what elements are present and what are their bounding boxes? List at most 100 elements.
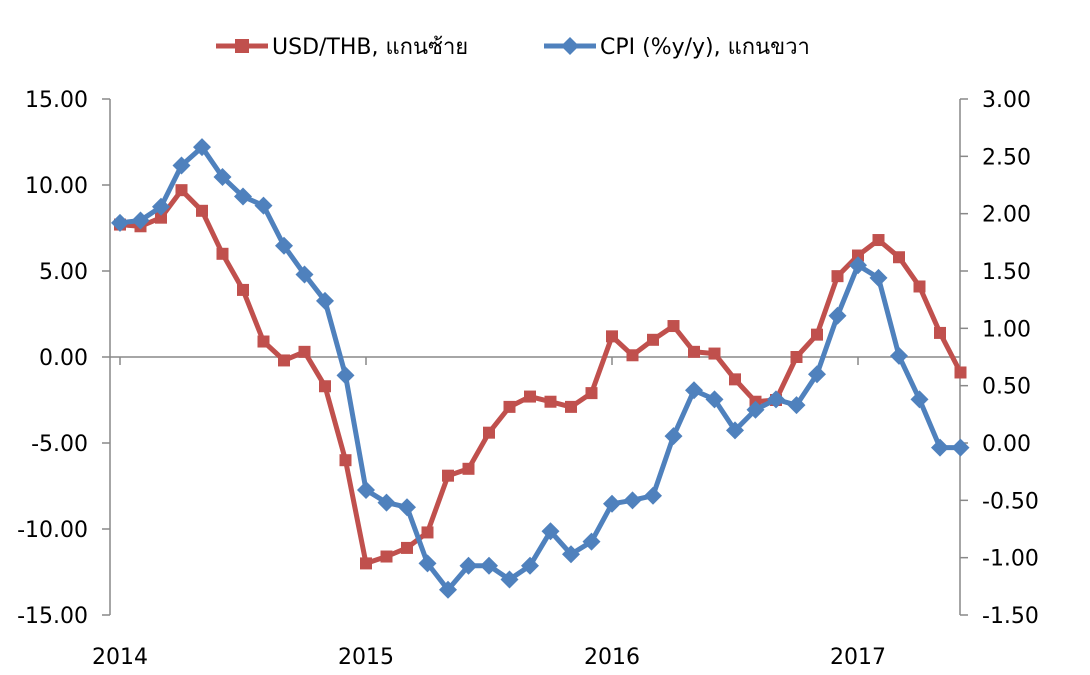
data-point [380, 550, 393, 563]
series-line [119, 187, 963, 566]
data-point [688, 345, 700, 358]
data-point [811, 328, 823, 341]
right-tick-label: 2.00 [982, 203, 1031, 228]
data-point [418, 554, 437, 573]
data-point [872, 234, 885, 247]
right-tick-label: 3.00 [982, 88, 1031, 113]
left-tick-label: -15.00 [17, 604, 88, 629]
left-tick-label: 5.00 [39, 260, 88, 285]
right-tick-label: 0.00 [982, 432, 1031, 457]
legend-marker-cpi [561, 37, 579, 55]
data-point [910, 390, 929, 409]
data-point [521, 556, 539, 575]
data-point [421, 526, 434, 539]
data-point [155, 211, 167, 224]
series-line [119, 144, 961, 593]
data-point [278, 354, 290, 367]
data-point [254, 196, 273, 215]
data-point [175, 184, 188, 197]
series-layer [111, 138, 970, 599]
right-axis-ticks: 3.00 2.50 2.00 1.50 1.00 0.50 0.00 -0.50 -1.00 -1… [960, 88, 1039, 629]
data-point [626, 349, 639, 362]
left-tick-label: 15.00 [25, 88, 88, 113]
data-point [831, 270, 844, 283]
data-point [787, 396, 806, 415]
right-tick-label: -1.50 [982, 604, 1039, 629]
data-point [729, 373, 741, 386]
data-point [565, 400, 577, 413]
data-point [439, 580, 457, 599]
data-point [316, 291, 334, 310]
data-point [667, 320, 680, 333]
right-tick-label: 1.50 [982, 260, 1031, 285]
data-point [726, 421, 744, 440]
data-point [459, 556, 478, 575]
right-tick-label: -0.50 [982, 489, 1039, 514]
left-tick-label: 10.00 [25, 174, 88, 199]
x-axis-ticks: 2014 2015 2016 2017 [92, 357, 886, 670]
data-point [893, 251, 905, 264]
left-tick-label: -5.00 [31, 432, 88, 457]
data-point [213, 167, 232, 186]
data-point [931, 438, 949, 457]
data-point [111, 213, 129, 232]
data-point [336, 366, 355, 385]
data-point [603, 494, 621, 513]
data-point [401, 541, 413, 554]
left-tick-label: 0.00 [39, 346, 88, 371]
data-point [503, 400, 516, 413]
series-cpi [111, 138, 970, 599]
data-point [767, 390, 785, 409]
data-point [746, 400, 765, 419]
x-tick-label: 2015 [338, 645, 394, 670]
data-point [152, 197, 170, 216]
data-point [480, 556, 498, 575]
data-point [237, 283, 249, 296]
data-point [541, 522, 560, 541]
data-point [623, 491, 642, 510]
data-point [319, 380, 331, 393]
right-tick-label: 0.50 [982, 375, 1031, 400]
data-point [524, 390, 536, 403]
data-point [339, 454, 352, 467]
data-point [462, 462, 475, 475]
right-tick-label: 1.00 [982, 317, 1031, 342]
data-point [562, 545, 580, 564]
data-point [483, 426, 495, 439]
data-point [951, 438, 970, 457]
data-point [647, 333, 659, 346]
legend-label-usd-thb: USD/THB, แกนซ้าย [272, 35, 468, 60]
data-point [298, 345, 311, 358]
x-tick-label: 2016 [584, 645, 640, 670]
data-point [193, 138, 211, 157]
legend-marker-usd-thb [235, 39, 249, 53]
data-point [708, 347, 721, 360]
data-point [954, 366, 967, 379]
series-usd-thb [114, 184, 967, 570]
data-point [234, 187, 252, 206]
data-point [500, 570, 519, 589]
data-point [934, 326, 946, 339]
x-tick-label: 2014 [92, 645, 148, 670]
data-point [172, 156, 191, 175]
data-point [131, 211, 150, 230]
data-point [869, 268, 888, 287]
data-point [890, 346, 908, 365]
legend-label-cpi: CPI (%y/y), แกนขวา [600, 35, 810, 60]
data-point [852, 249, 864, 262]
left-tick-label: -10.00 [17, 518, 88, 543]
data-point [357, 481, 375, 500]
data-point [808, 365, 826, 384]
data-point [275, 236, 293, 255]
right-tick-label: -1.00 [982, 547, 1039, 572]
data-point [685, 381, 703, 400]
data-point [196, 204, 208, 217]
data-point [216, 247, 229, 260]
data-point [644, 486, 662, 505]
data-point [790, 351, 803, 363]
data-point [913, 280, 926, 293]
data-point [442, 469, 454, 482]
data-point [377, 493, 396, 512]
data-point [828, 306, 847, 325]
